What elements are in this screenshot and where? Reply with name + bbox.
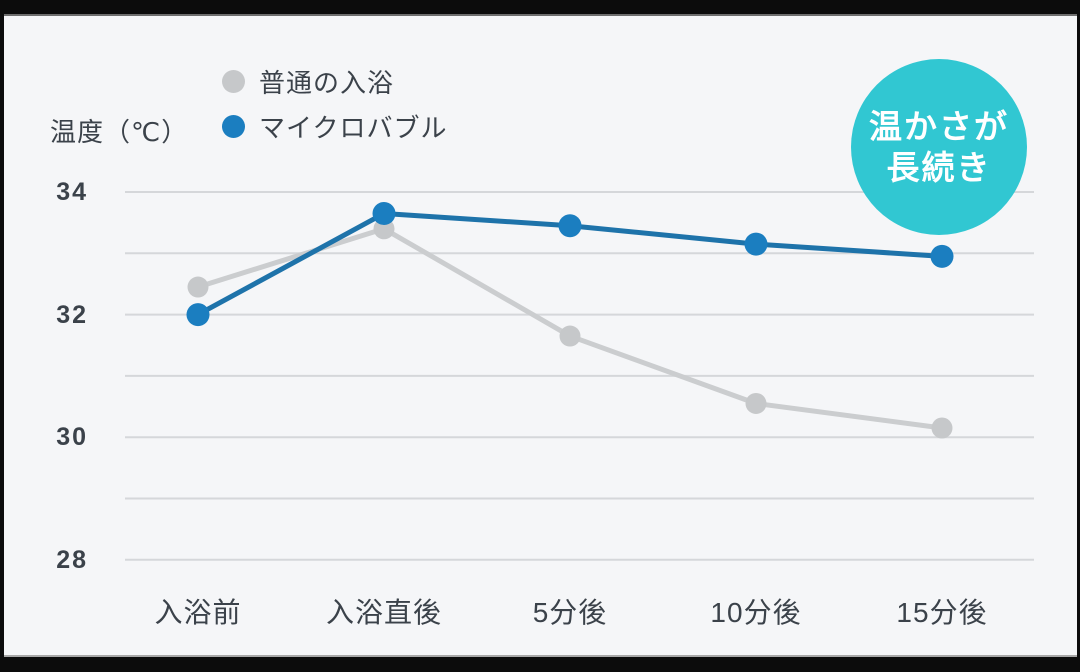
x-tick-label-before-bath: 入浴前	[154, 597, 242, 628]
legend-item-microbubble: マイクロバブル	[222, 112, 447, 143]
legend-label-normal-bath: 普通の入浴	[259, 67, 395, 98]
badge-text-line2: 長続き	[886, 149, 992, 186]
data-point	[559, 325, 581, 347]
legend-dot-blue-icon	[222, 114, 245, 138]
data-point	[186, 303, 210, 327]
data-point	[372, 201, 396, 225]
data-point	[745, 392, 767, 414]
badge-text-line1: 温かさが	[869, 108, 1009, 145]
y-axis-label: 温度（℃）	[50, 117, 189, 147]
y-tick-label-34: 34	[56, 178, 88, 206]
x-tick-label-15min: 15分後	[896, 597, 988, 628]
x-tick-label-right-after-bath: 入浴直後	[325, 597, 443, 628]
legend-dot-gray-icon	[222, 69, 245, 93]
data-point	[187, 276, 209, 298]
y-tick-label-30: 30	[56, 423, 88, 452]
x-tick-label-5min: 5分後	[532, 597, 608, 628]
y-tick-label-28: 28	[56, 545, 88, 574]
legend-label-microbubble: マイクロバブル	[259, 112, 448, 143]
legend-item-normal-bath: 普通の入浴	[222, 67, 447, 98]
legend: 普通の入浴 マイクロバブル	[222, 67, 447, 143]
x-tick-label-10min: 10分後	[710, 597, 802, 628]
data-point	[558, 214, 582, 238]
data-point	[744, 232, 768, 256]
data-point	[931, 417, 953, 439]
y-tick-label-32: 32	[56, 300, 88, 329]
data-point	[930, 244, 954, 268]
warmth-lasts-badge: 温かさが 長続き	[851, 59, 1027, 235]
